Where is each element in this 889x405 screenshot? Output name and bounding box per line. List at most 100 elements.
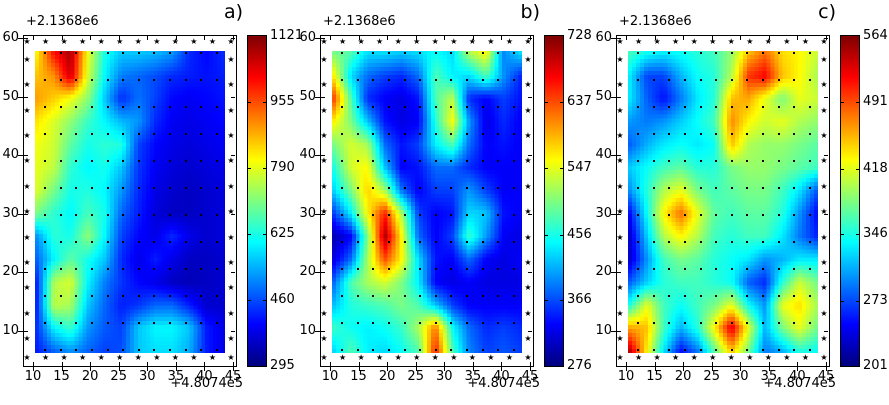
sample-dot xyxy=(652,133,655,135)
star-marker: ★ xyxy=(208,353,217,362)
star-marker: ★ xyxy=(376,37,384,46)
sample-dot xyxy=(200,187,203,189)
star-marker: ★ xyxy=(524,181,532,191)
colorbar-tick-label: 276 xyxy=(567,358,592,373)
star-marker: ★ xyxy=(524,353,532,362)
sample-dot xyxy=(762,187,765,189)
sample-dot xyxy=(122,214,125,216)
sample-dot xyxy=(497,241,500,243)
sample-dot xyxy=(683,52,686,54)
star-marker: ★ xyxy=(227,283,235,293)
sample-dot xyxy=(341,214,343,216)
sample-dot xyxy=(341,160,343,162)
sample-dot xyxy=(777,349,780,351)
star-marker: ★ xyxy=(413,37,421,46)
sample-dot xyxy=(200,160,203,162)
sample-dot xyxy=(668,52,671,54)
sample-dot xyxy=(184,241,187,243)
y-tick-mark xyxy=(231,38,235,39)
x-tick-label: 25 xyxy=(407,369,424,384)
sample-dot xyxy=(777,106,780,108)
sample-dot xyxy=(419,241,422,243)
sample-dot xyxy=(59,349,62,351)
star-marker: ★ xyxy=(23,131,31,141)
star-marker: ★ xyxy=(487,353,495,362)
y-tick-mark xyxy=(18,331,23,332)
star-marker: ★ xyxy=(227,308,235,318)
star-marker: ★ xyxy=(320,131,328,141)
sample-dot xyxy=(184,79,187,81)
sample-dot xyxy=(184,133,187,135)
x-tick-label: 40 xyxy=(789,369,806,384)
sample-dot xyxy=(762,52,765,54)
sample-dot xyxy=(44,268,46,270)
colorbar-tick-mark xyxy=(560,102,563,104)
star-marker: ★ xyxy=(79,37,87,46)
sample-dot xyxy=(200,241,203,243)
sample-dot xyxy=(137,133,140,135)
sample-dot xyxy=(652,106,655,108)
star-marker: ★ xyxy=(616,156,624,166)
star-marker: ★ xyxy=(97,353,105,362)
star-marker: ★ xyxy=(320,80,328,90)
x-tick-mark xyxy=(415,362,417,366)
star-marker: ★ xyxy=(820,105,828,115)
sample-dot xyxy=(746,133,749,135)
star-marker: ★ xyxy=(616,334,624,343)
sample-dot xyxy=(75,322,78,324)
y-tick-mark xyxy=(611,38,616,39)
sample-dot xyxy=(75,79,78,81)
sample-dot xyxy=(372,106,375,108)
sample-dot xyxy=(512,160,515,162)
y-axis-offset-label: +2.1368e6 xyxy=(619,14,692,29)
star-marker: ★ xyxy=(450,353,458,362)
x-tick-label: 25 xyxy=(110,369,127,384)
star-marker: ★ xyxy=(616,353,624,362)
x-tick-mark xyxy=(444,36,446,40)
sample-dot xyxy=(419,349,422,351)
star-marker: ★ xyxy=(709,37,717,46)
star-marker: ★ xyxy=(338,353,347,362)
sample-dot xyxy=(637,214,639,216)
sample-dot xyxy=(808,52,811,54)
sample-dot xyxy=(793,187,796,189)
colorbar-tick-mark xyxy=(248,168,251,170)
sample-dot xyxy=(184,295,187,297)
sample-dot xyxy=(419,106,422,108)
star-marker: ★ xyxy=(227,353,235,362)
star-marker: ★ xyxy=(320,257,328,267)
sample-dot xyxy=(137,241,140,243)
sample-dot xyxy=(106,133,109,135)
sample-dot xyxy=(481,295,484,297)
sample-dot xyxy=(762,214,765,216)
x-axis-offset-label: +4.8074e5 xyxy=(467,376,540,391)
sample-dot xyxy=(777,133,780,135)
sample-dot xyxy=(668,133,671,135)
y-tick-mark xyxy=(24,331,28,332)
y-tick-mark xyxy=(611,213,616,215)
colorbar-tick-label: 625 xyxy=(270,226,295,242)
sample-dot xyxy=(637,241,639,243)
y-tick-label: 50 xyxy=(299,88,316,104)
sample-dot xyxy=(481,79,484,81)
y-tick-label: 50 xyxy=(595,88,612,104)
x-tick-mark xyxy=(232,362,234,366)
y-tick-mark xyxy=(528,155,532,157)
panel-title: a) xyxy=(223,1,243,23)
sample-dot xyxy=(466,241,469,243)
sample-dot xyxy=(372,349,375,351)
sample-dot xyxy=(777,241,780,243)
colorbar-tick-mark xyxy=(263,234,266,236)
star-marker: ★ xyxy=(616,207,624,217)
sample-dot xyxy=(793,214,796,216)
sample-dot xyxy=(90,187,93,189)
sample-dot xyxy=(372,241,375,243)
sample-dot xyxy=(777,79,780,81)
sample-dot xyxy=(793,79,796,81)
sample-dot xyxy=(434,52,437,54)
star-marker: ★ xyxy=(431,37,439,46)
sample-dot xyxy=(466,214,469,216)
y-axis-offset-label: +2.1368e6 xyxy=(323,14,396,29)
sample-dot xyxy=(512,268,515,270)
sample-dot xyxy=(637,187,639,189)
